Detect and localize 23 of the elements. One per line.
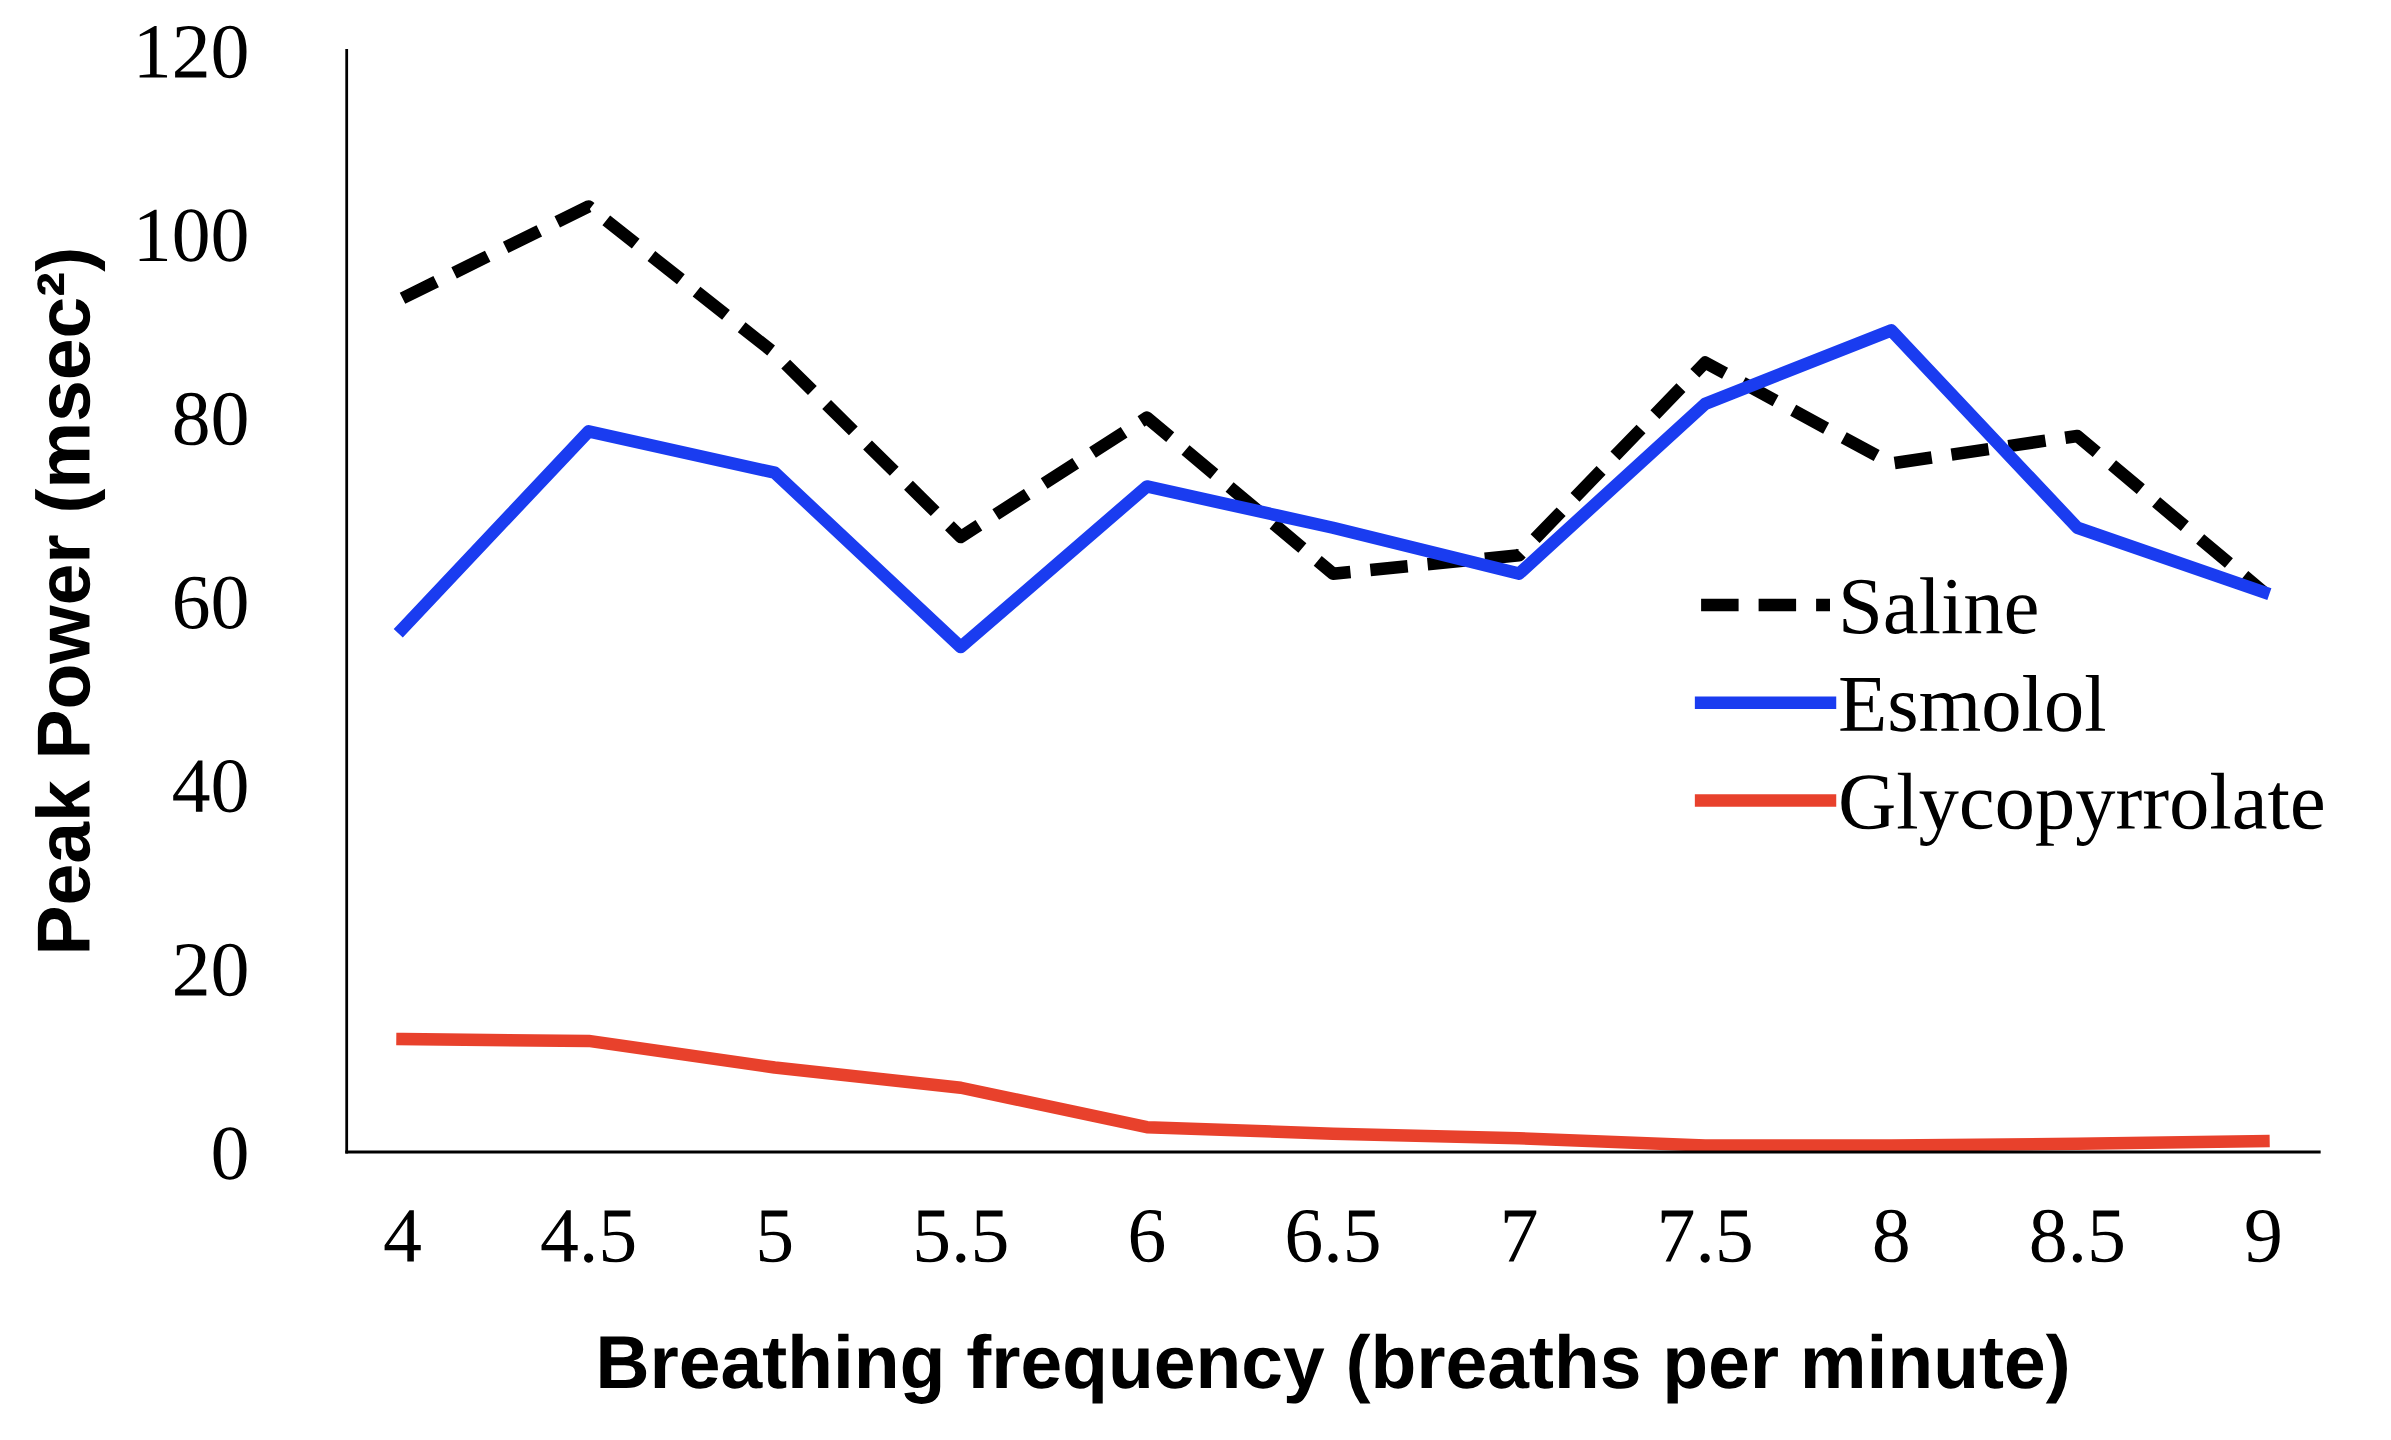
x-tick-label: 5 bbox=[759, 1210, 792, 1263]
legend-label: Saline bbox=[1843, 577, 2037, 634]
y-tick-label: 20 bbox=[175, 943, 247, 997]
y-axis-title: Peak Power (msec²) bbox=[35, 250, 106, 951]
y-tick-label: 120 bbox=[139, 25, 247, 79]
x-tick-label: 5.5 bbox=[916, 1210, 1007, 1263]
x-tick-label: 8 bbox=[1874, 1209, 1908, 1263]
x-tick-label: 7.5 bbox=[1661, 1210, 1751, 1263]
legend-label: Esmolol bbox=[1840, 674, 2105, 732]
x-tick-label: 6 bbox=[1130, 1210, 1165, 1263]
y-tick-label: 80 bbox=[174, 392, 247, 446]
y-tick-label: 100 bbox=[139, 209, 247, 262]
x-tick-label: 8.5 bbox=[2031, 1209, 2123, 1263]
x-tick-label: 9 bbox=[2246, 1210, 2280, 1263]
legend-label: Glycopyrrolate bbox=[1841, 772, 2323, 846]
x-tick-label: 7 bbox=[1504, 1210, 1537, 1262]
x-tick-label: 4.5 bbox=[541, 1210, 635, 1263]
x-tick-label: 6.5 bbox=[1287, 1210, 1379, 1263]
x-tick-label: 4 bbox=[384, 1210, 421, 1262]
x-axis-title: Breathing frequency (breaths per minute) bbox=[600, 1333, 2067, 1404]
y-tick-label: 0 bbox=[213, 1127, 247, 1180]
y-tick-label: 40 bbox=[173, 760, 247, 813]
y-tick-label: 60 bbox=[175, 576, 247, 629]
